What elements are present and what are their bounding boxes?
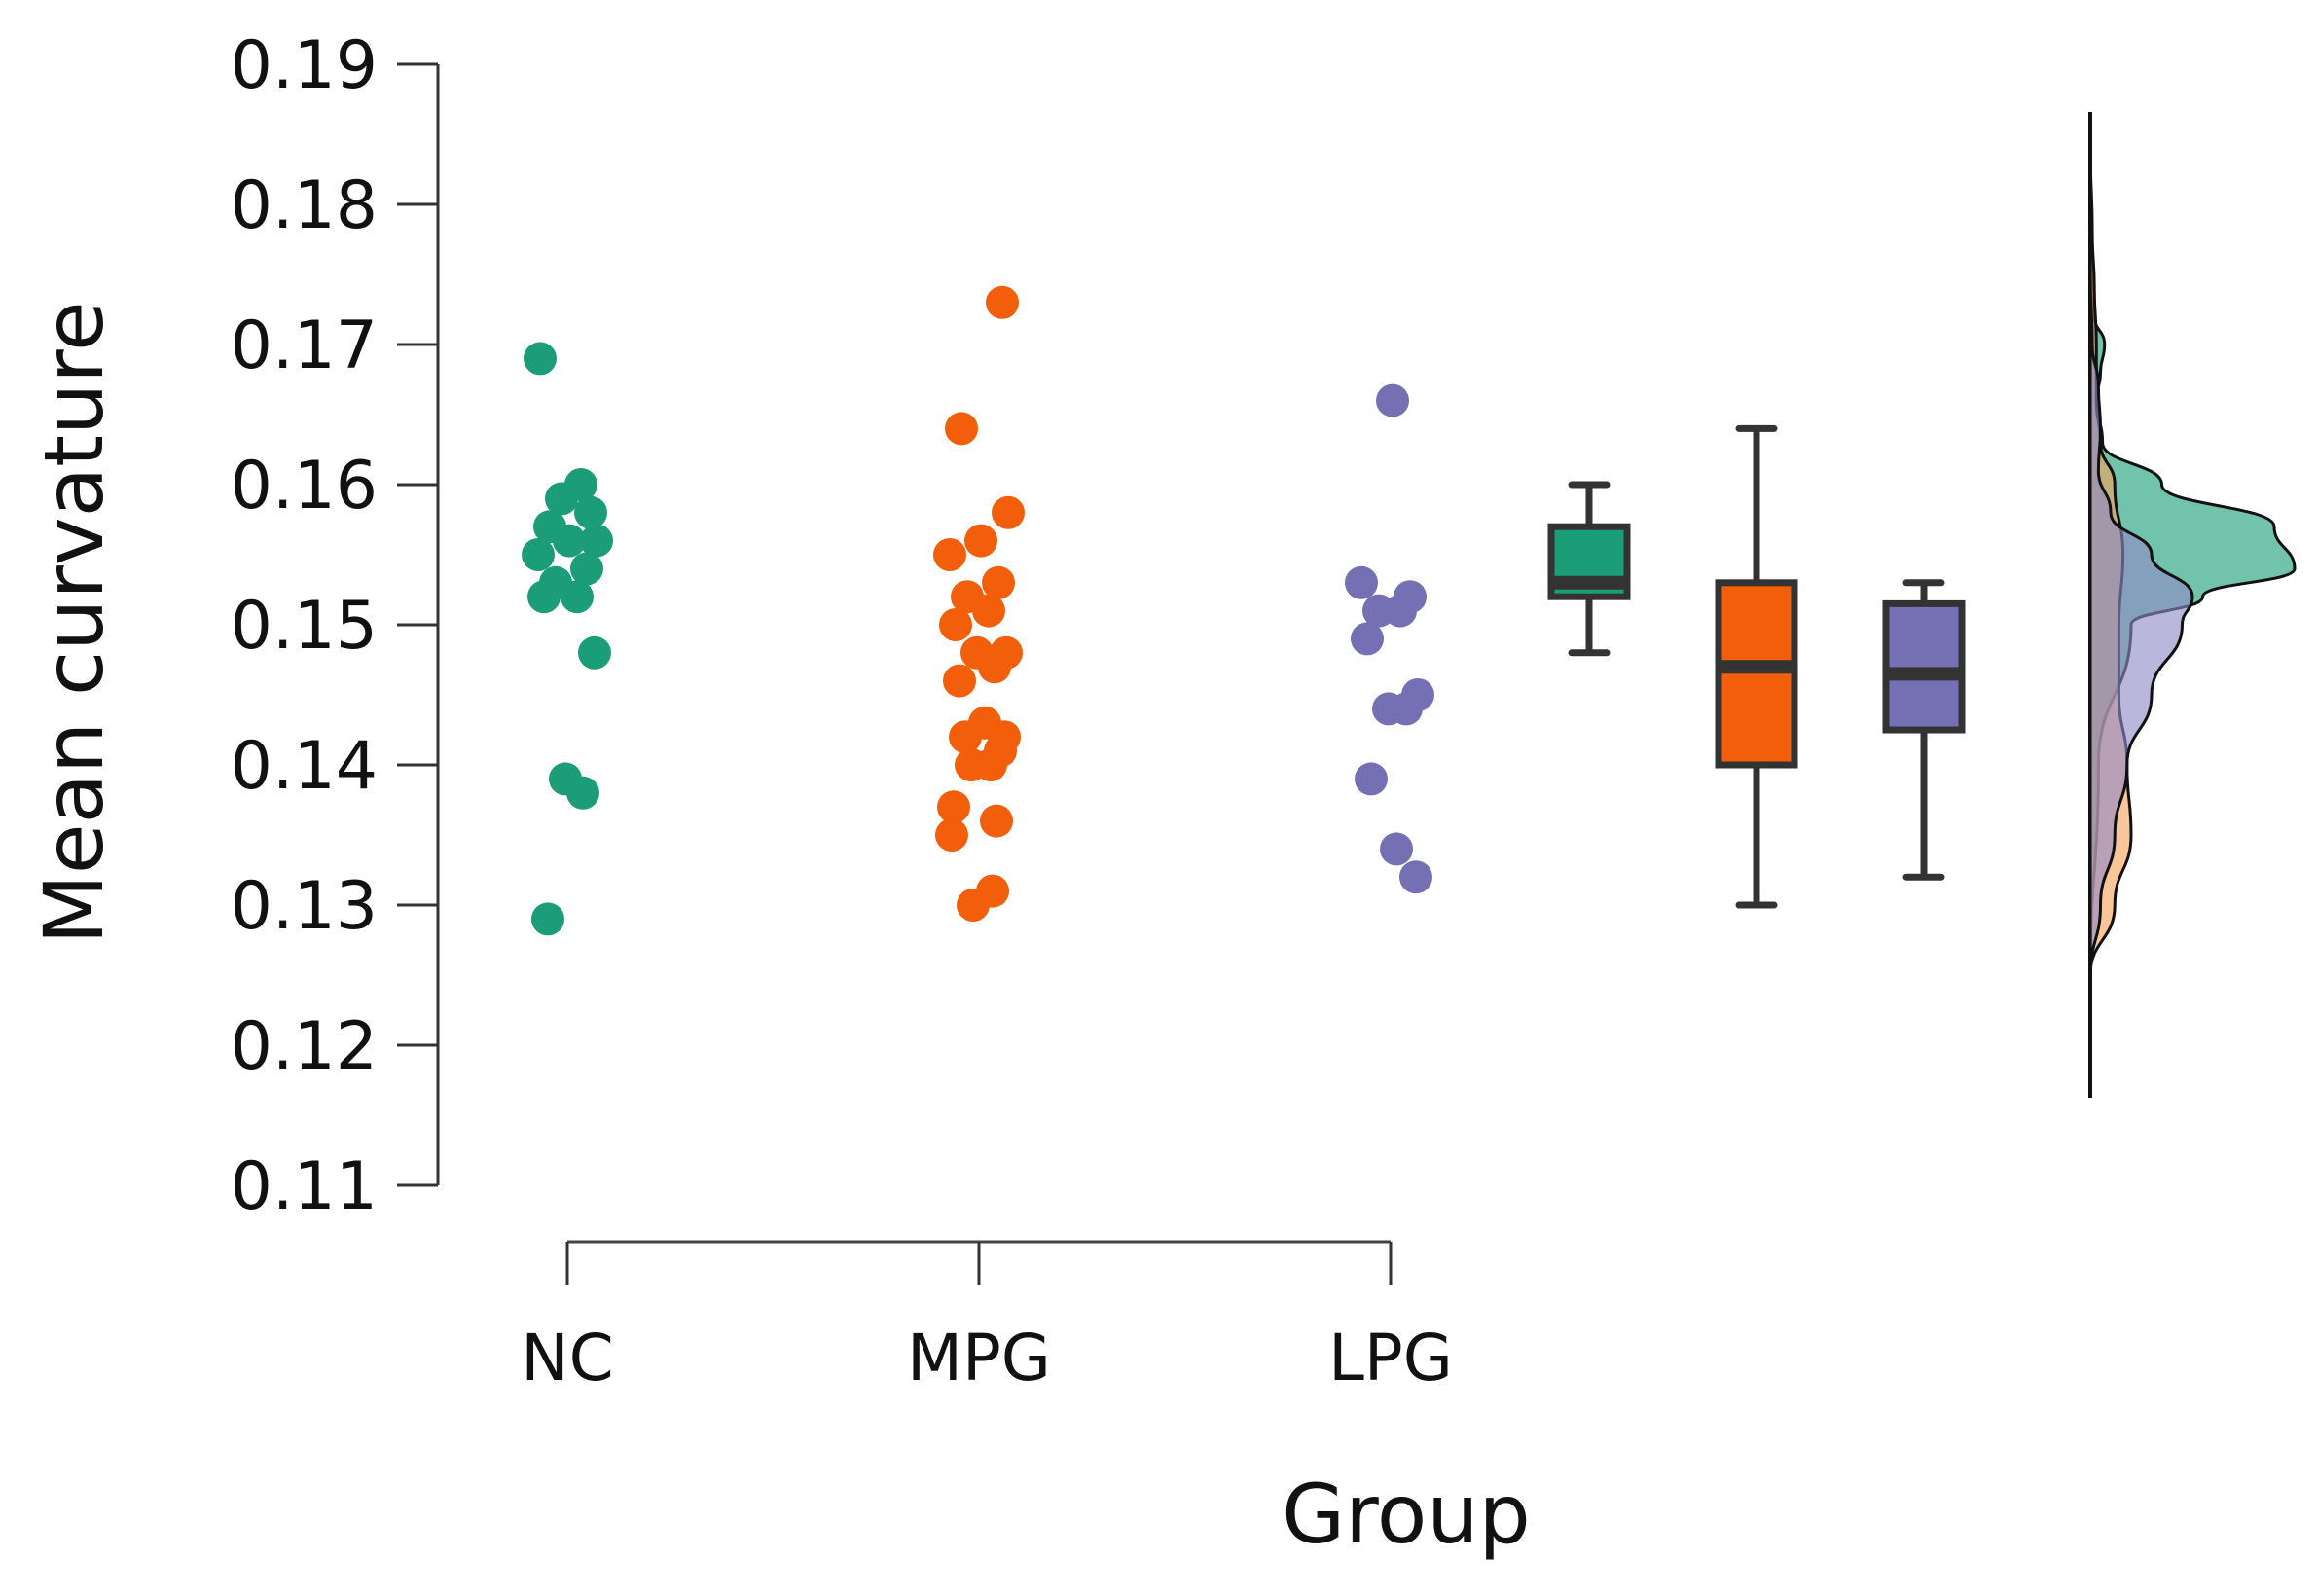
- boxplot-mpg: [1715, 424, 1798, 909]
- y-axis: 0.11 0.12 0.13 0.14 0.15 0.16 0.17 0.18 0.19: [231, 27, 440, 1225]
- data-point: [982, 565, 1015, 599]
- data-point: [1384, 594, 1417, 628]
- data-point: [935, 818, 968, 852]
- data-point: [939, 608, 972, 641]
- box-layer: [1547, 424, 1966, 909]
- data-point: [574, 495, 607, 529]
- data-point: [561, 580, 594, 614]
- data-point: [1351, 622, 1384, 656]
- data-point: [972, 594, 1005, 628]
- x-tick-label: LPG: [1328, 1321, 1453, 1396]
- data-point: [949, 720, 982, 754]
- data-point: [937, 790, 970, 824]
- data-point: [1345, 565, 1378, 599]
- x-axis: NC MPG LPG: [521, 1240, 1453, 1396]
- data-point: [545, 482, 578, 516]
- x-tick-label: NC: [521, 1321, 613, 1396]
- points-layer: [522, 285, 1434, 936]
- data-point: [522, 538, 555, 571]
- data-point: [992, 495, 1025, 529]
- y-tick-label: 0.13: [231, 868, 378, 945]
- data-point: [943, 664, 976, 698]
- data-point: [957, 889, 990, 922]
- data-point: [570, 552, 603, 586]
- data-point: [531, 902, 564, 936]
- boxplot-lpg: [1882, 579, 1966, 881]
- data-point: [1376, 383, 1409, 417]
- data-point: [553, 524, 586, 558]
- data-point: [578, 635, 611, 670]
- data-point: [1380, 832, 1413, 866]
- density-layer: [2088, 112, 2297, 1098]
- y-tick-label: 0.14: [231, 728, 378, 805]
- data-point: [964, 524, 997, 558]
- y-tick-label: 0.19: [231, 27, 378, 104]
- data-point: [986, 285, 1019, 319]
- y-tick-label: 0.11: [231, 1148, 378, 1225]
- data-point: [933, 538, 966, 571]
- y-tick-label: 0.15: [231, 588, 378, 665]
- y-tick-label: 0.12: [231, 1008, 378, 1085]
- data-point: [1390, 692, 1423, 726]
- data-point: [1355, 762, 1388, 796]
- data-point: [1399, 860, 1432, 894]
- data-point: [974, 748, 1007, 781]
- data-point: [580, 524, 613, 558]
- box-iqr: [1882, 599, 1966, 734]
- y-tick-label: 0.17: [231, 308, 378, 384]
- data-point: [980, 804, 1013, 838]
- y-tick-label: 0.16: [231, 448, 378, 525]
- boxplot-nc: [1547, 481, 1631, 657]
- y-axis-title: Mean curvature: [26, 301, 122, 944]
- x-tick-label: MPG: [907, 1321, 1051, 1396]
- data-point: [945, 412, 978, 446]
- box-iqr: [1715, 579, 1798, 769]
- data-point: [527, 580, 561, 614]
- y-tick-label: 0.18: [231, 167, 378, 244]
- data-point: [978, 650, 1011, 684]
- data-point: [524, 342, 557, 376]
- x-axis-title: Group: [1282, 1467, 1531, 1562]
- density-lpg: [2088, 273, 2194, 976]
- data-point: [566, 776, 599, 810]
